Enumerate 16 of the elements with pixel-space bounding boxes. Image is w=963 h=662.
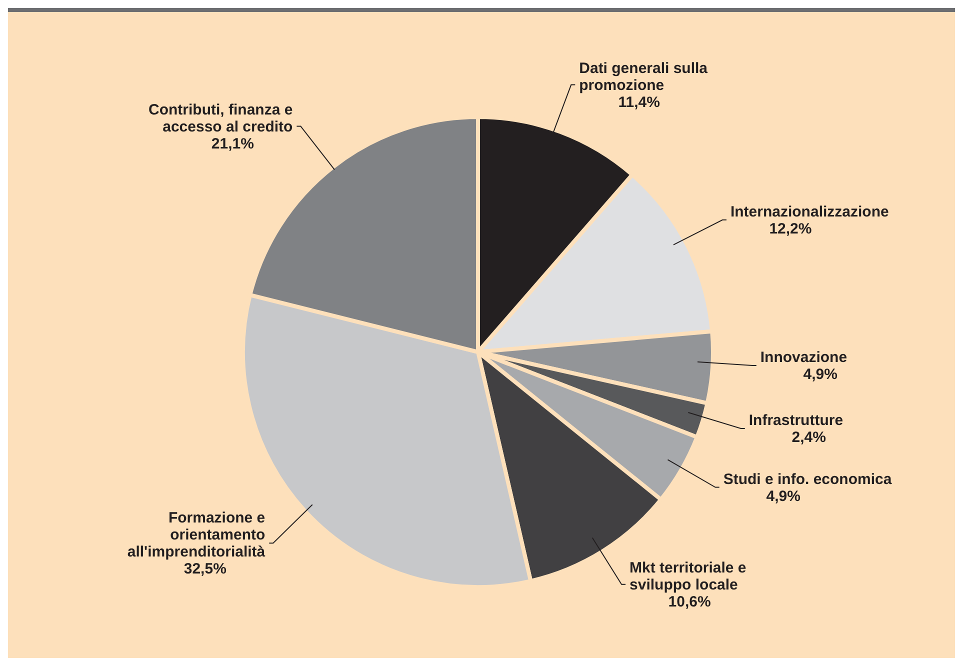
slice-label: Contributi, finanza e accesso al credito [148,101,293,136]
data-label: 32,5% [184,560,226,578]
data-label: 21,1% [211,135,254,152]
data-label: 2,4% [792,428,826,446]
data-label: 10,6% [668,593,711,610]
data-label: 11,4% [618,94,660,111]
slice-label: Studi e info. economica [723,470,892,488]
slice-label: Internazionalizzazione [730,203,889,220]
data-label: 12,2% [769,220,812,238]
slice-label: Formazione e orientamento all'imprenditorialità [127,510,266,561]
slice-label: Mkt territoriale e sviluppo locale [630,559,746,594]
data-label: 4,9% [803,366,838,383]
slice-label: Dati generali sulla promozione [579,60,708,94]
data-label: 4,9% [766,488,800,505]
slice-label: Infrastrutture [748,412,844,429]
slice-label: Innovazione [760,348,848,366]
